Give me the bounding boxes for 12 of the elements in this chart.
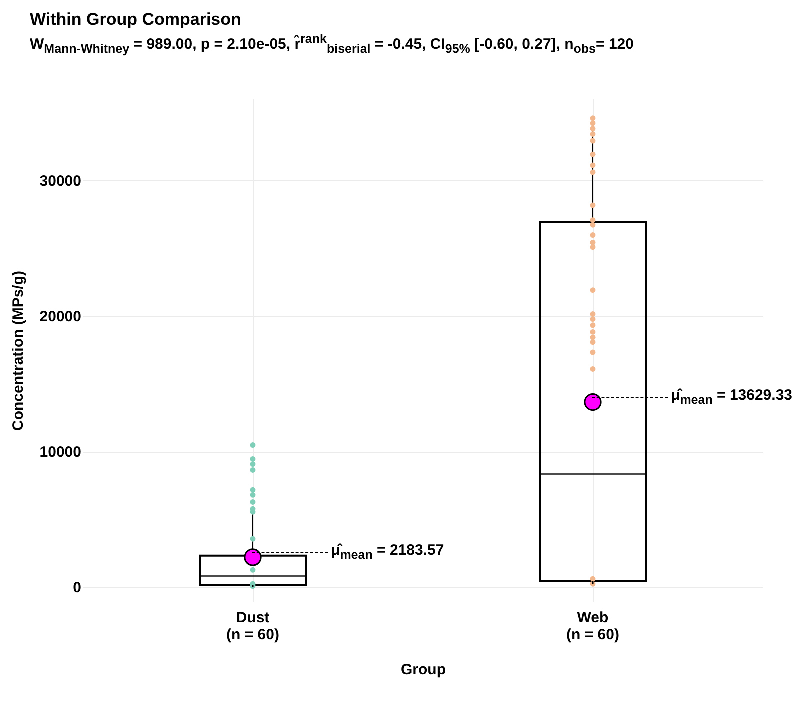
y-tick-label: 30000 <box>40 172 82 190</box>
y-tick-label: 20000 <box>40 308 82 326</box>
chart-title: Within Group Comparison <box>30 10 242 30</box>
x-tick-label: Web (n = 60) <box>566 610 620 644</box>
x-tick-label: Dust (n = 60) <box>226 610 280 644</box>
annotation: μ̂$_{mean}$ = 2183.57 <box>331 542 444 562</box>
y-tick-label: 10000 <box>40 444 82 462</box>
text: W$_{Mann-Whitney}$ = 989.00, p = 2.10e-05, r̂$^{rank}$$_{biserial}$ = -0.45, CI$_{95%}$ [-0.60, 0.27], n$_{obs}$= 120 <box>30 32 634 56</box>
y-axis-title: Concentration (MPs/g) <box>10 271 27 431</box>
y-tick-label: 0 <box>73 580 82 597</box>
annotation: μ̂$_{mean}$ = 13629.33 <box>671 387 793 408</box>
x-axis-title: Group <box>401 662 446 678</box>
